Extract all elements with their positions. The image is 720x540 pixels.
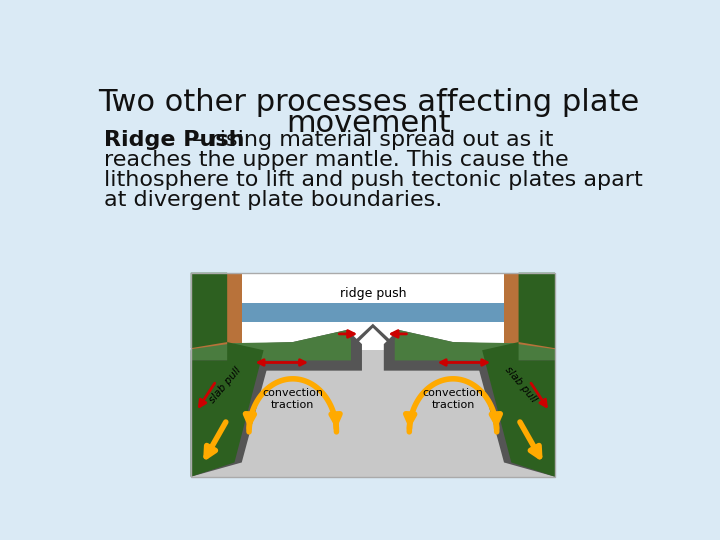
Bar xyxy=(191,350,555,477)
Text: – rising material spread out as it: – rising material spread out as it xyxy=(185,130,554,150)
Text: ridge push: ridge push xyxy=(340,287,406,300)
Text: slab pull: slab pull xyxy=(207,365,243,405)
Text: reaches the upper mantle. This cause the: reaches the upper mantle. This cause the xyxy=(104,150,569,170)
Text: convection
traction: convection traction xyxy=(262,388,323,410)
Polygon shape xyxy=(384,330,555,370)
Polygon shape xyxy=(191,330,351,360)
Polygon shape xyxy=(475,343,555,477)
Polygon shape xyxy=(351,323,395,344)
Text: Ridge Push: Ridge Push xyxy=(104,130,245,150)
Bar xyxy=(191,303,555,322)
Text: at divergent plate boundaries.: at divergent plate boundaries. xyxy=(104,190,442,210)
Polygon shape xyxy=(191,273,242,350)
Polygon shape xyxy=(395,330,555,360)
Bar xyxy=(191,273,555,350)
Polygon shape xyxy=(191,342,264,477)
Polygon shape xyxy=(504,273,555,350)
Bar xyxy=(191,273,555,477)
Polygon shape xyxy=(191,273,228,349)
Polygon shape xyxy=(518,273,555,349)
Text: Two other processes affecting plate: Two other processes affecting plate xyxy=(99,88,639,117)
Text: lithosphere to lift and push tectonic plates apart: lithosphere to lift and push tectonic pl… xyxy=(104,170,643,190)
Text: convection
traction: convection traction xyxy=(423,388,484,410)
Polygon shape xyxy=(482,342,555,477)
Polygon shape xyxy=(191,330,362,370)
Text: movement: movement xyxy=(287,110,451,138)
Text: slab pull: slab pull xyxy=(503,365,539,405)
Polygon shape xyxy=(191,343,271,477)
